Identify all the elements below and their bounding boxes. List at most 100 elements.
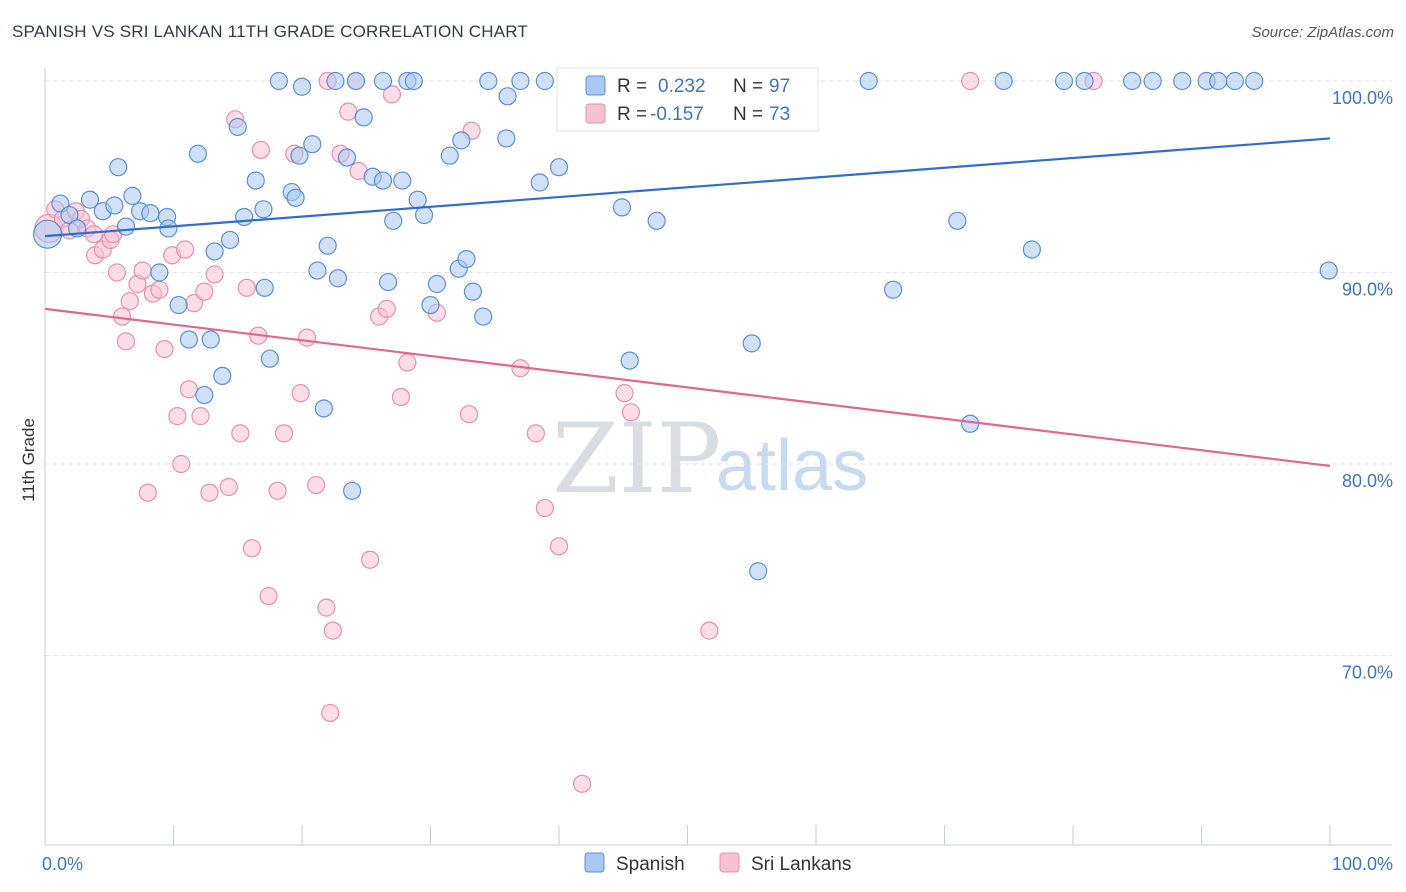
spanish-point-41 [346, 71, 366, 91]
spanish-point-73 [859, 71, 878, 91]
y-tick-label-2: 80.0% [1342, 471, 1393, 491]
spanish-point-52 [421, 295, 440, 315]
spanish-point-64 [549, 158, 569, 177]
spanish-point-37 [318, 236, 337, 255]
sri-lankans-point-65 [573, 774, 592, 793]
spanish-point-39 [337, 148, 357, 167]
spanish-point-88 [1319, 261, 1338, 280]
sri-lankans-point-35 [237, 278, 256, 297]
sri-lankans-point-71 [961, 71, 980, 91]
spanish-point-85 [1209, 71, 1228, 91]
spanish-point-68 [647, 211, 666, 230]
sri-lankans-point-45 [307, 475, 326, 495]
spanish-point-58 [463, 282, 483, 301]
spanish-point-22 [220, 230, 240, 250]
y-tick-label-1: 90.0% [1342, 280, 1393, 300]
sri-lankans-point-52 [361, 550, 380, 569]
spanish-point-17 [188, 144, 208, 163]
legend-n-label-spanish: N = [733, 76, 763, 97]
sri-lankans-point-24 [172, 454, 191, 474]
legend-n-value-sri-lankans: 73 [769, 104, 790, 125]
sri-lankans-trend-line [44, 307, 1331, 468]
sri-lankans-point-23 [168, 407, 187, 426]
sri-lankans-point-64 [549, 537, 569, 556]
sri-lankans-point-39 [259, 587, 278, 606]
spanish-point-28 [260, 349, 279, 368]
sri-lankans-point-47 [321, 703, 340, 723]
spanish-point-9 [123, 186, 142, 205]
spanish-point-78 [1022, 240, 1041, 259]
spanish-point-8 [116, 217, 136, 236]
sri-lankans-point-55 [382, 85, 402, 104]
spanish-point-40 [343, 481, 362, 500]
sri-lankans-point-15 [120, 292, 139, 311]
spanish-point-92 [535, 71, 554, 91]
watermark-zip: ZIP [552, 403, 721, 515]
spanish-point-42 [354, 108, 373, 127]
spanish-point-83 [1173, 71, 1192, 91]
spanish-point-86 [1225, 71, 1245, 91]
spanish-point-4 [80, 190, 100, 209]
legend-n-value-spanish: 97 [769, 76, 790, 97]
spanish-point-49 [404, 71, 423, 91]
sri-lankans-point-44 [298, 328, 317, 347]
sri-lankans-point-67 [621, 403, 641, 422]
spanish-point-75 [948, 211, 967, 230]
watermark-atlas: atlas [716, 426, 868, 506]
spanish-point-60 [479, 71, 498, 91]
sri-lankans-point-31 [205, 265, 224, 284]
sri-lankans-point-40 [268, 481, 287, 500]
sri-lankans-point-36 [242, 539, 261, 558]
stats-legend: R = 0.232 N = 97 R = -0.157 N = 73 [556, 67, 819, 132]
spanish-point-46 [384, 211, 403, 230]
bottom-legend-swatch-spanish [584, 852, 605, 873]
spanish-point-32 [290, 146, 309, 165]
spanish-point-23 [228, 117, 247, 137]
sri-lankans-point-21 [155, 340, 174, 359]
sri-lankans-point-43 [291, 384, 310, 403]
sri-lankans-point-28 [191, 407, 210, 426]
spanish-point-51 [414, 205, 434, 225]
y-axis-title: 11th Grade [19, 418, 38, 502]
spanish-point-74 [883, 280, 903, 299]
spanish-point-79 [1054, 71, 1074, 91]
spanish-point-26 [254, 200, 273, 219]
legend-n-label-sri-lankans: N = [733, 104, 763, 125]
spanish-point-6 [105, 196, 124, 215]
y-tick-label-3: 70.0% [1342, 663, 1393, 683]
spanish-point-54 [440, 146, 459, 165]
spanish-point-45 [378, 272, 398, 292]
spanish-point-66 [612, 198, 632, 217]
sri-lankans-point-7 [84, 225, 103, 244]
sri-lankans-point-17 [133, 261, 152, 280]
spanish-point-56 [452, 131, 471, 150]
spanish-point-19 [201, 330, 220, 349]
bottom-legend-sri-lankans: Sri Lankans [751, 854, 851, 875]
sri-lankans-point-14 [116, 332, 136, 351]
spanish-point-35 [308, 261, 327, 280]
x-tick-label-max: 100.0% [1332, 854, 1393, 874]
spanish-point-62 [511, 71, 530, 91]
spanish-point-7 [109, 158, 128, 177]
series-legend: Spanish Sri Lankans [584, 852, 851, 875]
spanish-point-87 [1245, 71, 1264, 91]
sri-lankans-point-32 [219, 477, 238, 497]
spanish-point-29 [269, 71, 288, 91]
sri-lankans-point-18 [138, 483, 157, 502]
spanish-point-71 [742, 334, 761, 353]
spanish-point-44 [373, 171, 393, 190]
bottom-legend-swatch-sri-lankans [719, 852, 740, 873]
legend-swatch-spanish [585, 75, 606, 96]
spanish-point-31 [286, 188, 305, 207]
spanish-point-25 [246, 171, 265, 190]
gridlines [45, 80, 1392, 656]
spanish-point-16 [179, 330, 199, 349]
spanish-point-38 [328, 269, 348, 288]
x-ticks [44, 825, 1331, 845]
spanish-point-36 [314, 399, 333, 418]
spanish-point-33 [292, 77, 312, 96]
spanish-point-81 [1123, 71, 1142, 91]
spanish-point-12 [150, 263, 169, 282]
spanish-point-89 [326, 71, 345, 91]
